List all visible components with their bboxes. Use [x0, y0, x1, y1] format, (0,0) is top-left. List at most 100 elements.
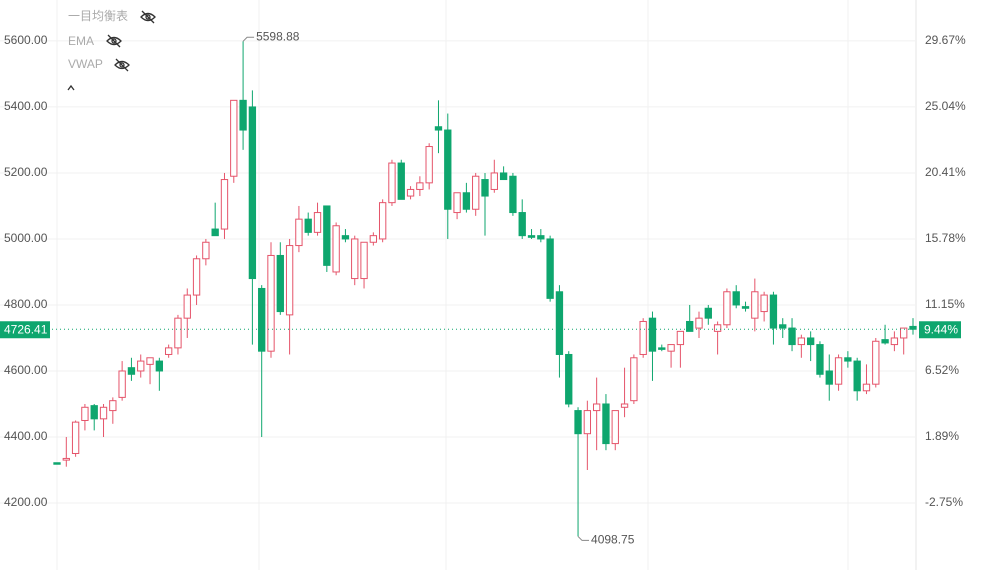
- candle-body: [406, 188, 415, 197]
- y-tick-label: 5400.00: [4, 99, 48, 113]
- candle-body: [723, 291, 731, 326]
- candle-body: [425, 146, 433, 184]
- y2-tick-label: 11.15%: [925, 297, 965, 311]
- candle-body: [313, 212, 322, 233]
- candle-body: [713, 324, 722, 332]
- candle-body: [620, 403, 629, 408]
- max-label: 5598.88: [256, 29, 300, 43]
- candle-body: [741, 306, 750, 309]
- candle-body: [592, 403, 601, 412]
- last-change-tag: [919, 321, 961, 339]
- vertical-grid: [56, 0, 917, 570]
- legend-item[interactable]: 一目均衡表: [68, 9, 128, 23]
- candle-body: [695, 317, 703, 329]
- candle-body: [779, 324, 787, 329]
- candle-body: [462, 192, 471, 210]
- y2-tick-label: 1.89%: [925, 429, 959, 443]
- y-tick-label: 4200.00: [4, 495, 48, 509]
- candle-body: [276, 254, 284, 313]
- candle-body: [788, 327, 796, 346]
- candles: [53, 41, 917, 537]
- candle-body: [537, 235, 545, 240]
- candle-body: [155, 360, 164, 372]
- candle-body: [127, 367, 136, 375]
- candle-body: [658, 347, 666, 350]
- candle-body: [62, 457, 70, 461]
- min-pointer: [577, 536, 590, 541]
- last-change-label: 9.44%: [924, 322, 958, 336]
- candle-body: [453, 192, 461, 214]
- candle-body: [853, 360, 861, 392]
- collapse-icon[interactable]: [67, 84, 75, 91]
- candle-body: [192, 258, 201, 296]
- candle-body: [760, 294, 768, 313]
- candle-body: [751, 291, 759, 319]
- candle-body: [99, 406, 108, 420]
- y2-tick-label: 20.41%: [925, 165, 966, 179]
- candle-body: [220, 179, 229, 230]
- candle-body: [732, 291, 740, 306]
- legend-item[interactable]: VWAP: [68, 57, 103, 71]
- candle-body: [862, 383, 871, 392]
- y-tick-label: 4600.00: [4, 363, 48, 377]
- candle-body: [555, 291, 564, 355]
- candle-body: [174, 317, 182, 349]
- candle-body: [258, 287, 266, 352]
- candle-body: [844, 357, 852, 362]
- candle-body: [285, 245, 294, 316]
- candle-body: [248, 106, 257, 280]
- candle-body: [332, 225, 340, 273]
- candle-body: [490, 172, 498, 190]
- candle-body: [295, 218, 303, 247]
- candle-body: [304, 218, 312, 233]
- candle-body: [611, 410, 619, 445]
- candle-body: [499, 172, 508, 181]
- candle-body: [667, 344, 675, 352]
- candle-body: [574, 410, 582, 435]
- candle-body: [444, 129, 452, 210]
- candle-body: [816, 344, 824, 375]
- legend-item[interactable]: EMA: [68, 34, 94, 48]
- candle-body: [676, 330, 685, 346]
- last-price-tag: [0, 321, 50, 339]
- candle-body: [834, 357, 843, 385]
- candle-body: [230, 99, 238, 177]
- candle-body: [565, 353, 573, 405]
- candle-body: [900, 327, 908, 339]
- candle-body: [211, 228, 219, 237]
- candle-body: [602, 403, 610, 445]
- candle-body: [583, 410, 592, 435]
- candle-body: [630, 357, 638, 402]
- candle-body: [81, 406, 89, 421]
- eye-icon[interactable]: [106, 10, 156, 72]
- candle-body: [360, 241, 368, 280]
- candle-body: [509, 175, 517, 214]
- max-pointer: [242, 36, 255, 42]
- candle-body: [639, 320, 647, 355]
- candle-body: [183, 294, 191, 319]
- candle-body: [704, 307, 712, 319]
- candle-body: [53, 462, 61, 465]
- y-tick-label: 5600.00: [4, 33, 48, 47]
- candle-body: [378, 202, 387, 240]
- candle-body: [648, 317, 657, 352]
- candle-body: [71, 421, 80, 454]
- candle-body: [239, 99, 247, 131]
- candle-body: [164, 347, 173, 355]
- candle-body: [806, 337, 815, 346]
- last-price-label: 4726.41: [4, 322, 48, 336]
- y-tick-label: 5200.00: [4, 165, 48, 179]
- candle-body: [341, 235, 350, 240]
- candle-body: [202, 241, 210, 260]
- candle-body: [686, 320, 694, 332]
- candle-body: [90, 405, 98, 420]
- candle-body: [890, 337, 899, 346]
- candle-body: [137, 360, 145, 372]
- candle-body: [351, 238, 359, 280]
- candle-body: [872, 340, 880, 385]
- y-tick-label: 4800.00: [4, 297, 48, 311]
- labels: 4200.00 4400.00 4600.00 4800.00 5000.00 5200.…: [0, 29, 966, 547]
- candle-body: [825, 370, 833, 385]
- candle-body: [267, 254, 275, 352]
